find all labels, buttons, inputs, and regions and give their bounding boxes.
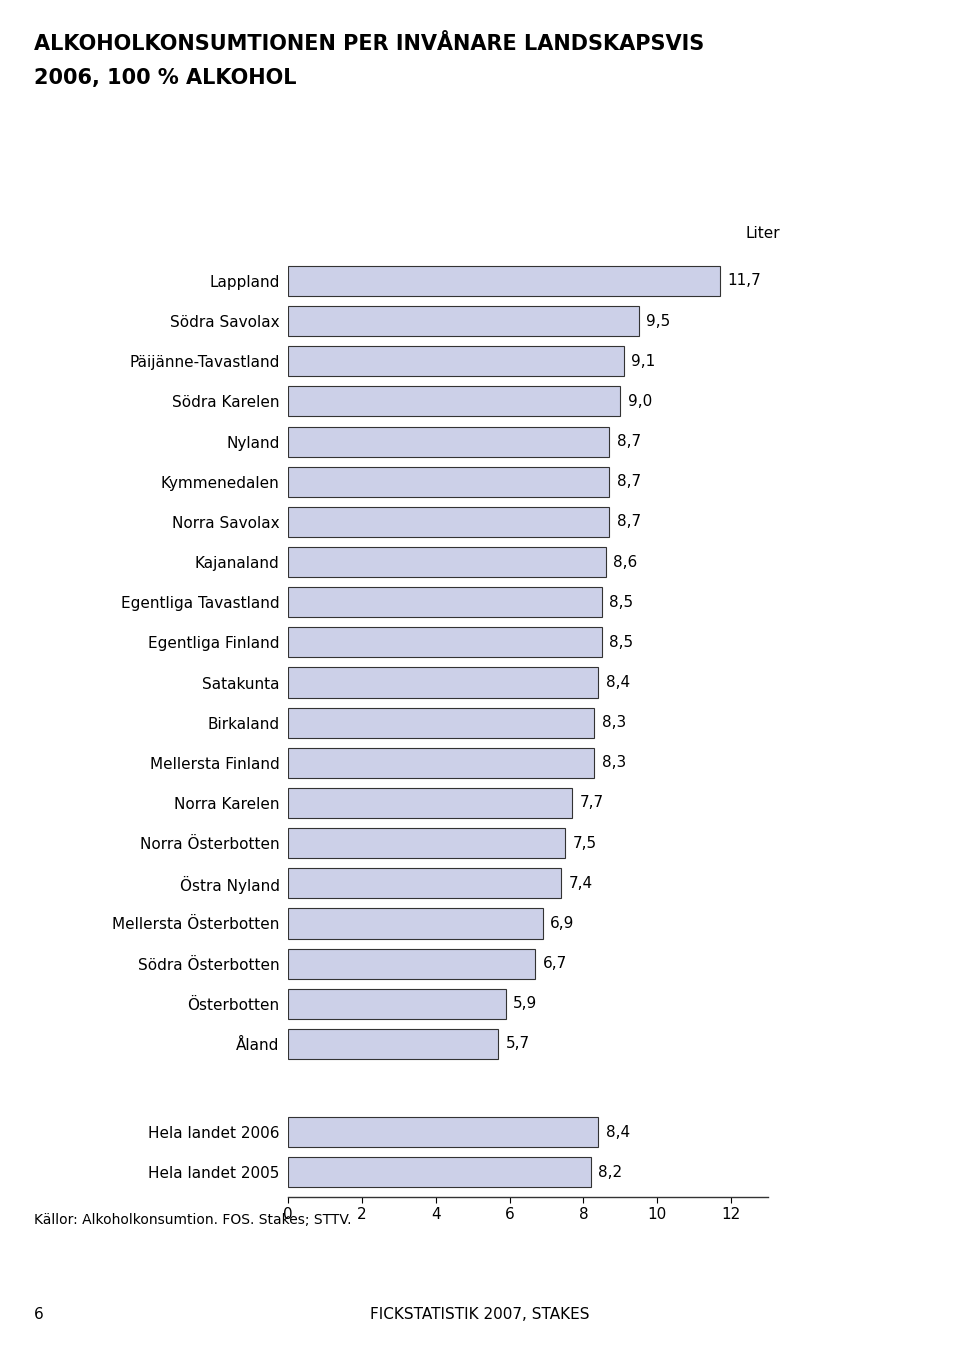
Bar [288, 587, 602, 618]
Bar [288, 266, 720, 296]
Bar [288, 1117, 598, 1148]
Text: 8,3: 8,3 [602, 756, 626, 771]
Text: ALKOHOLKONSUMTIONEN PER INVÅNARE LANDSKAPSVIS: ALKOHOLKONSUMTIONEN PER INVÅNARE LANDSKA… [34, 34, 704, 54]
Bar [288, 466, 610, 496]
Bar [288, 306, 638, 337]
Text: 8,6: 8,6 [612, 554, 637, 569]
Text: 6,9: 6,9 [550, 915, 574, 932]
Text: 8,7: 8,7 [616, 514, 640, 530]
Text: 8,2: 8,2 [598, 1165, 622, 1180]
Text: 9,0: 9,0 [628, 393, 652, 408]
Bar [288, 748, 594, 777]
Bar [288, 507, 610, 537]
Bar [288, 868, 562, 898]
Text: Liter: Liter [746, 226, 780, 241]
Bar [288, 827, 564, 859]
Text: 2006, 100 % ALKOHOL: 2006, 100 % ALKOHOL [34, 68, 296, 88]
Bar [288, 346, 624, 376]
Text: 8,5: 8,5 [610, 635, 634, 650]
Text: 7,4: 7,4 [568, 876, 592, 891]
Bar [288, 1157, 590, 1187]
Text: 6,7: 6,7 [542, 956, 567, 971]
Bar [288, 909, 542, 938]
Text: Källor: Alkoholkonsumtion. FOS. Stakes; STTV.: Källor: Alkoholkonsumtion. FOS. Stakes; … [34, 1213, 351, 1226]
Text: 7,5: 7,5 [572, 836, 596, 850]
Text: 8,7: 8,7 [616, 434, 640, 449]
Text: 8,3: 8,3 [602, 715, 626, 730]
Text: 8,4: 8,4 [606, 675, 630, 690]
Bar [288, 949, 536, 979]
Text: 8,7: 8,7 [616, 475, 640, 489]
Text: 6: 6 [34, 1307, 43, 1322]
Bar [288, 707, 594, 738]
Text: 9,5: 9,5 [646, 314, 670, 329]
Text: 8,4: 8,4 [606, 1125, 630, 1140]
Text: 5,7: 5,7 [506, 1037, 530, 1052]
Bar [288, 988, 506, 1019]
Text: 7,7: 7,7 [580, 795, 604, 810]
Text: 8,5: 8,5 [610, 595, 634, 610]
Text: FICKSTATISTIK 2007, STAKES: FICKSTATISTIK 2007, STAKES [371, 1307, 589, 1322]
Bar [288, 1029, 498, 1059]
Bar [288, 387, 620, 416]
Bar [288, 426, 610, 457]
Text: 11,7: 11,7 [728, 273, 761, 288]
Bar [288, 627, 602, 657]
Text: 5,9: 5,9 [514, 996, 538, 1011]
Bar [288, 668, 598, 698]
Text: 9,1: 9,1 [632, 354, 656, 369]
Bar [288, 548, 606, 577]
Bar [288, 788, 572, 818]
